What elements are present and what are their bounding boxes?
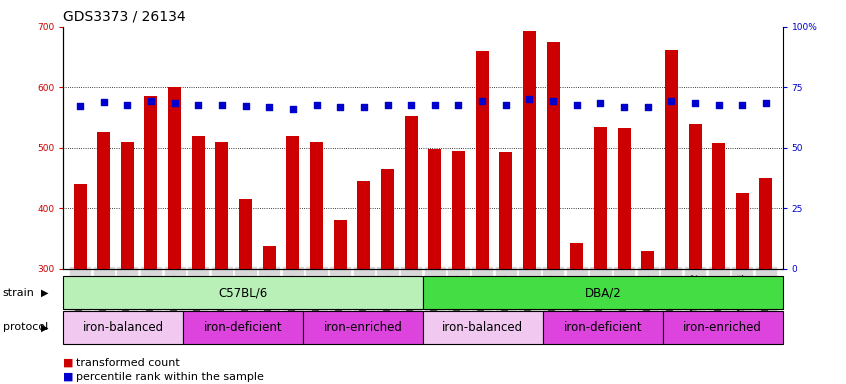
Point bbox=[641, 104, 655, 110]
Point bbox=[618, 104, 631, 110]
Bar bbox=[760, 178, 772, 384]
Bar bbox=[404, 116, 418, 384]
Bar bbox=[63, 311, 184, 344]
Point bbox=[499, 102, 513, 108]
Bar bbox=[357, 181, 371, 384]
Bar bbox=[168, 88, 181, 384]
Point bbox=[120, 102, 134, 108]
Text: ▶: ▶ bbox=[41, 322, 48, 333]
Bar bbox=[287, 136, 299, 384]
Point bbox=[239, 103, 252, 109]
Bar bbox=[310, 142, 323, 384]
Text: iron-balanced: iron-balanced bbox=[83, 321, 164, 334]
Point bbox=[74, 103, 87, 109]
Text: iron-enriched: iron-enriched bbox=[684, 321, 762, 334]
Text: C57BL/6: C57BL/6 bbox=[218, 286, 268, 299]
Point bbox=[286, 106, 299, 112]
Bar bbox=[423, 276, 783, 309]
Point bbox=[665, 98, 678, 104]
Bar bbox=[712, 143, 725, 384]
Point bbox=[310, 102, 323, 108]
Bar bbox=[665, 50, 678, 384]
Point bbox=[547, 98, 560, 104]
Point bbox=[594, 100, 607, 106]
Bar bbox=[523, 31, 536, 384]
Bar bbox=[570, 243, 583, 384]
Text: iron-enriched: iron-enriched bbox=[324, 321, 403, 334]
Text: protocol: protocol bbox=[3, 322, 47, 333]
Text: transformed count: transformed count bbox=[76, 358, 180, 368]
Bar bbox=[594, 127, 607, 384]
Text: iron-deficient: iron-deficient bbox=[204, 321, 283, 334]
Bar bbox=[184, 311, 303, 344]
Bar bbox=[547, 42, 559, 384]
Point bbox=[381, 102, 394, 108]
Point bbox=[168, 100, 181, 106]
Text: ▶: ▶ bbox=[41, 288, 48, 298]
Bar bbox=[543, 311, 662, 344]
Text: GDS3373 / 26134: GDS3373 / 26134 bbox=[63, 10, 186, 23]
Bar bbox=[381, 169, 394, 384]
Point bbox=[523, 96, 536, 103]
Bar bbox=[475, 51, 489, 384]
Text: DBA/2: DBA/2 bbox=[585, 286, 621, 299]
Point bbox=[712, 102, 726, 108]
Point bbox=[428, 102, 442, 108]
Bar bbox=[333, 220, 347, 384]
Point bbox=[452, 102, 465, 108]
Bar bbox=[97, 131, 110, 384]
Point bbox=[215, 102, 228, 108]
Bar bbox=[145, 96, 157, 384]
Point bbox=[759, 100, 772, 106]
Bar bbox=[216, 142, 228, 384]
Bar bbox=[689, 124, 701, 384]
Bar bbox=[192, 136, 205, 384]
Bar bbox=[618, 128, 630, 384]
Text: strain: strain bbox=[3, 288, 35, 298]
Point bbox=[404, 102, 418, 108]
Bar bbox=[662, 311, 783, 344]
Bar bbox=[736, 193, 749, 384]
Bar bbox=[121, 142, 134, 384]
Point bbox=[97, 99, 111, 105]
Text: percentile rank within the sample: percentile rank within the sample bbox=[76, 372, 264, 382]
Bar bbox=[499, 152, 513, 384]
Point bbox=[144, 98, 157, 104]
Point bbox=[570, 102, 584, 108]
Point bbox=[262, 104, 276, 110]
Text: iron-balanced: iron-balanced bbox=[442, 321, 524, 334]
Bar bbox=[63, 276, 423, 309]
Bar bbox=[74, 184, 86, 384]
Bar bbox=[428, 149, 442, 384]
Bar bbox=[423, 311, 543, 344]
Point bbox=[357, 104, 371, 110]
Point bbox=[475, 98, 489, 104]
Bar bbox=[303, 311, 423, 344]
Bar bbox=[641, 251, 654, 384]
Text: ■: ■ bbox=[63, 358, 74, 368]
Bar bbox=[263, 247, 276, 384]
Text: iron-deficient: iron-deficient bbox=[563, 321, 642, 334]
Text: ■: ■ bbox=[63, 372, 74, 382]
Point bbox=[735, 102, 749, 108]
Point bbox=[191, 102, 205, 108]
Point bbox=[689, 100, 702, 106]
Bar bbox=[452, 151, 465, 384]
Bar bbox=[239, 199, 252, 384]
Point bbox=[333, 104, 347, 110]
